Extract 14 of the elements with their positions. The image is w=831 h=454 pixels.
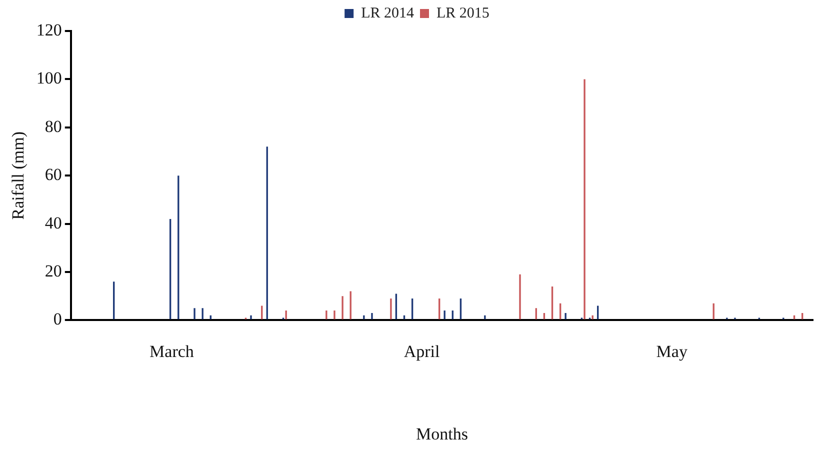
- y-tick-label: 0: [53, 310, 62, 329]
- y-tick-label: 60: [44, 165, 62, 184]
- x-tick-label: April: [404, 342, 440, 361]
- y-tick-label: 80: [44, 116, 62, 136]
- y-axis-title: Raifall (mm): [8, 131, 28, 220]
- legend-label: LR 2015: [436, 5, 490, 22]
- y-tick-label: 20: [44, 261, 62, 280]
- x-axis-title: Months: [416, 424, 468, 444]
- y-tick-label: 40: [44, 213, 62, 232]
- x-tick-label: May: [656, 342, 688, 361]
- x-tick-label: March: [150, 342, 194, 361]
- y-tick-label: 100: [36, 68, 62, 88]
- y-tick-label: 120: [36, 20, 62, 40]
- legend-label: LR 2014: [361, 5, 414, 22]
